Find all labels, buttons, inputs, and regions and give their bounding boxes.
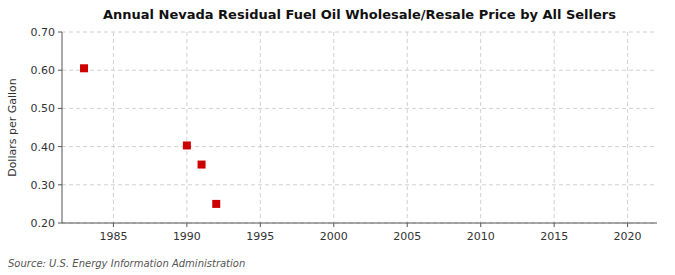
y-tick-label: 0.60: [31, 64, 56, 77]
y-tick-label: 0.50: [31, 102, 56, 115]
grid-line: [62, 146, 657, 147]
point: [80, 64, 88, 72]
grid-line: [554, 32, 555, 223]
grid-line: [480, 32, 481, 223]
grid: [62, 32, 657, 223]
x-tick: [627, 223, 628, 227]
grid-line: [62, 184, 657, 185]
y-axis-label: Dollars per Gallon: [6, 78, 19, 177]
x-tick: [186, 223, 187, 227]
points: [80, 64, 220, 208]
x-tick-label: 2005: [393, 230, 421, 243]
y-axis-line: [62, 32, 63, 223]
axes: 1985 1990 1995 2000 2005 2010 2015 2020 0.20 0.30…: [31, 26, 658, 243]
y-tick-label: 0.20: [31, 217, 56, 230]
grid-line: [62, 32, 657, 33]
y-tick: [58, 146, 62, 147]
x-tick-label: 2010: [467, 230, 495, 243]
point: [198, 161, 206, 169]
y-tick-label: 0.40: [31, 141, 56, 154]
chart: 1985 1990 1995 2000 2005 2010 2015 2020 0.20 0.30…: [0, 0, 675, 275]
y-tick: [58, 32, 62, 33]
x-tick: [333, 223, 334, 227]
y-tick: [58, 223, 62, 224]
grid-line: [186, 32, 187, 223]
x-tick-label: 2015: [540, 230, 568, 243]
x-tick-label: 2000: [320, 230, 348, 243]
x-tick: [260, 223, 261, 227]
title: Annual Nevada Residual Fuel Oil Wholesal…: [103, 7, 616, 22]
x-tick: [480, 223, 481, 227]
grid-line: [407, 32, 408, 223]
grid-line: [627, 32, 628, 223]
y-tick: [58, 108, 62, 109]
grid-line: [62, 70, 657, 71]
x-tick-label: 2020: [614, 230, 642, 243]
annotation: Source: U.S. Energy Information Administ…: [8, 258, 245, 269]
y-tick-label: 0.30: [31, 179, 56, 192]
x-tick-label: 1985: [99, 230, 127, 243]
x-tick: [407, 223, 408, 227]
x-tick: [554, 223, 555, 227]
y-tick: [58, 184, 62, 185]
x-axis-line: [62, 223, 657, 224]
x-tick-label: 1990: [173, 230, 201, 243]
y-tick: [58, 70, 62, 71]
grid-line: [333, 32, 334, 223]
x-tick-label: 1995: [246, 230, 274, 243]
grid-line: [62, 108, 657, 109]
x-tick: [113, 223, 114, 227]
point: [212, 200, 220, 208]
grid-line: [62, 223, 657, 224]
y-tick-label: 0.70: [31, 26, 56, 39]
point: [183, 141, 191, 149]
grid-line: [260, 32, 261, 223]
grid-line: [113, 32, 114, 223]
